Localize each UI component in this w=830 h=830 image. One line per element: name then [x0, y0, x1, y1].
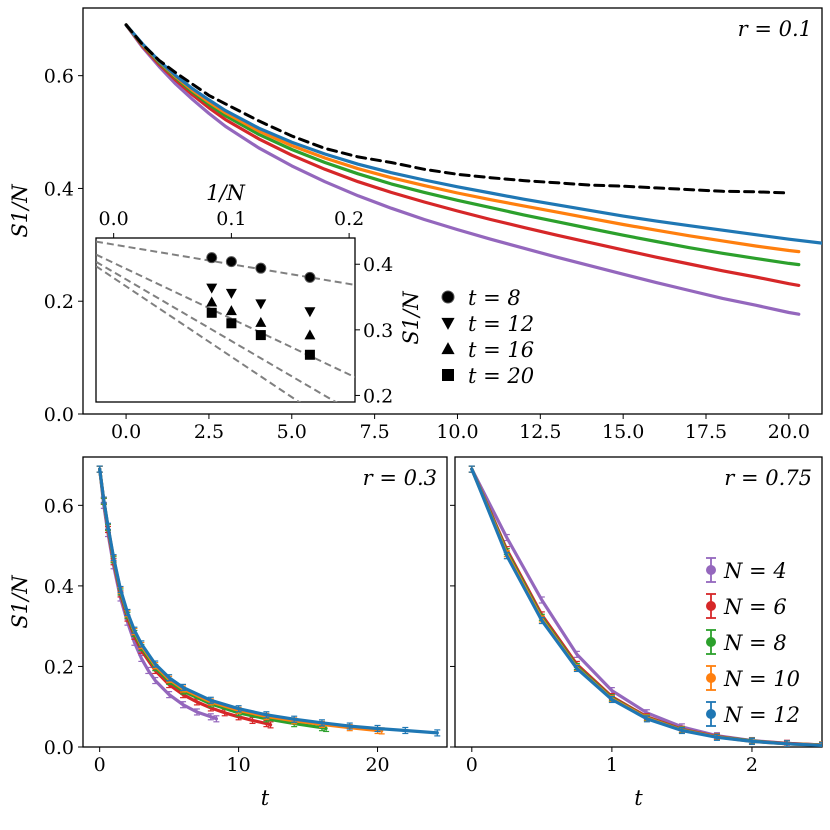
- inset-series-1-point: [255, 299, 267, 310]
- size-legend-marker: [706, 565, 716, 575]
- bottom-left-xtick-label: 10: [227, 754, 251, 776]
- inset-series-1-fit: [96, 253, 355, 379]
- inset-series-2-point: [304, 329, 316, 340]
- bottom-left-xtick-label: 0: [94, 754, 106, 776]
- top-ytick-label: 0.2: [44, 291, 74, 313]
- inset-legend-label: t = 20: [468, 364, 534, 388]
- inset-series-0-point: [225, 256, 237, 268]
- inset-ytick-label: 0.4: [363, 254, 393, 276]
- size-legend-label: N = 12: [723, 703, 800, 727]
- inset-series-group: [96, 240, 355, 402]
- inset-series-3-fit: [96, 265, 301, 402]
- inset-xtick-label: 0.2: [334, 208, 364, 230]
- size-legend-marker: [706, 637, 716, 647]
- bottom-left-ytick-label: 0.4: [44, 576, 74, 598]
- bottom-right-annotation: r = 0.75: [724, 466, 812, 490]
- bottom-right-xtick-label: 2: [746, 754, 758, 776]
- bottom-left-ytick-label: 0.6: [44, 495, 74, 517]
- bottom-left-series-group: [96, 465, 441, 737]
- bottom-right-frame: [454, 456, 823, 748]
- inset-legend-marker: [442, 369, 454, 381]
- inset-series-3-point: [304, 349, 315, 360]
- size-legend-marker: [706, 709, 716, 719]
- top-ytick-label: 0.6: [44, 66, 74, 88]
- bottom-left-annotation: r = 0.3: [363, 466, 437, 490]
- inset-series-0-point: [255, 262, 267, 274]
- inset-series-3-point: [255, 330, 266, 341]
- inset-series-3-point: [226, 318, 237, 329]
- bottom-right-series-group: [468, 465, 822, 747]
- inset-series-2-point: [206, 296, 218, 307]
- top-series-group: [124, 23, 822, 316]
- bottom-right-xlabel: t: [634, 786, 643, 810]
- top-annotation: r = 0.1: [738, 17, 812, 41]
- top-xtick-label: 0.0: [111, 421, 141, 443]
- inset-series-1-point: [206, 283, 218, 294]
- bottom-left-xtick-label: 20: [365, 754, 389, 776]
- inset-series-0-point: [206, 252, 218, 264]
- inset-legend-marker: [441, 317, 455, 330]
- bottom-right-xtick-label: 0: [466, 754, 478, 776]
- inset-xtick-label: 0.1: [216, 208, 246, 230]
- bottom-left-frame: [82, 456, 448, 748]
- size-legend-marker: [706, 673, 716, 683]
- bottom-left-ylabel: S1/N: [8, 575, 32, 629]
- inset-ytick-label: 0.3: [363, 320, 393, 342]
- inset-series-2-fit: [96, 260, 338, 402]
- top-xtick-label: 10.0: [436, 421, 478, 443]
- inset-xlabel: 1/N: [206, 181, 245, 205]
- top-ylabel: S1/N: [8, 184, 32, 238]
- inset-series-2-point: [225, 305, 237, 316]
- size-legend-label: N = 4: [723, 559, 787, 583]
- inset-frame: [95, 237, 356, 403]
- top-ytick-label: 0.0: [44, 404, 74, 426]
- inset-ylabel: S1/N: [399, 291, 423, 345]
- inset-series-3-point: [206, 307, 217, 318]
- inset-legend-label: t = 12: [468, 312, 534, 336]
- top-xtick-label: 12.5: [519, 421, 561, 443]
- top-xtick-label: 2.5: [194, 421, 224, 443]
- top-xtick-label: 7.5: [360, 421, 390, 443]
- bottom-left-series-4-line: [98, 467, 439, 735]
- bottom-right-xtick-label: 1: [606, 754, 618, 776]
- bottom-left-ytick-label: 0.0: [44, 737, 74, 759]
- top-series-0-line: [124, 23, 801, 316]
- inset-series-1-point: [304, 307, 316, 318]
- bottom-left-xlabel: t: [261, 786, 270, 810]
- inset-series-1-point: [225, 288, 237, 299]
- top-xtick-label: 20.0: [768, 421, 810, 443]
- top-series-5-line: [124, 23, 791, 195]
- inset-series-2-point: [255, 316, 267, 327]
- size-legend-label: N = 10: [723, 667, 800, 691]
- top-series-1-line: [124, 23, 801, 287]
- size-legend-label: N = 8: [723, 631, 787, 655]
- top-xtick-label: 15.0: [602, 421, 644, 443]
- inset-legend-marker: [441, 290, 455, 304]
- inset-xtick-label: 0.0: [99, 208, 129, 230]
- inset-legend-marker: [441, 342, 455, 355]
- top-xtick-label: 5.0: [277, 421, 307, 443]
- bottom-left-ytick-label: 0.2: [44, 656, 74, 678]
- top-ytick-label: 0.4: [44, 178, 74, 200]
- inset-legend-label: t = 8: [468, 286, 521, 310]
- top-xtick-label: 17.5: [685, 421, 727, 443]
- inset-ytick-label: 0.2: [363, 385, 393, 407]
- inset-legend-label: t = 16: [468, 338, 534, 362]
- size-legend-label: N = 6: [723, 595, 787, 619]
- inset-series-0-point: [304, 271, 316, 283]
- size-legend-marker: [706, 601, 716, 611]
- top-series-4-line: [124, 23, 822, 245]
